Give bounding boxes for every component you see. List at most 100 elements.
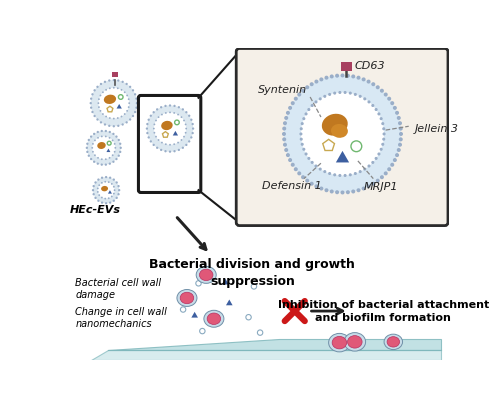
Circle shape xyxy=(93,178,119,204)
Circle shape xyxy=(92,137,116,160)
Circle shape xyxy=(147,106,193,152)
Circle shape xyxy=(354,94,357,97)
Circle shape xyxy=(196,281,201,286)
Circle shape xyxy=(372,83,376,87)
Circle shape xyxy=(399,138,403,142)
Circle shape xyxy=(363,168,366,171)
Circle shape xyxy=(304,113,308,116)
Circle shape xyxy=(100,95,102,97)
Circle shape xyxy=(146,124,148,126)
Circle shape xyxy=(112,200,115,202)
Circle shape xyxy=(102,92,104,94)
Circle shape xyxy=(335,75,339,79)
Circle shape xyxy=(87,132,120,165)
Circle shape xyxy=(368,165,370,168)
Circle shape xyxy=(98,103,100,105)
Circle shape xyxy=(192,124,194,126)
Circle shape xyxy=(88,155,90,158)
Circle shape xyxy=(117,126,119,128)
Circle shape xyxy=(282,138,286,142)
Circle shape xyxy=(380,118,382,121)
Circle shape xyxy=(374,109,378,112)
Circle shape xyxy=(108,163,111,165)
Ellipse shape xyxy=(161,122,172,131)
Circle shape xyxy=(90,136,92,139)
Circle shape xyxy=(118,194,120,196)
Polygon shape xyxy=(116,104,122,109)
Circle shape xyxy=(300,143,304,147)
Circle shape xyxy=(90,98,92,100)
Circle shape xyxy=(116,197,118,200)
Circle shape xyxy=(192,132,194,135)
Circle shape xyxy=(380,90,384,94)
Circle shape xyxy=(104,130,107,133)
Text: Inhibition of bacterial attachment
and biofilm formation: Inhibition of bacterial attachment and b… xyxy=(278,299,489,322)
Circle shape xyxy=(117,118,118,119)
Circle shape xyxy=(96,86,98,89)
Circle shape xyxy=(314,165,318,168)
Circle shape xyxy=(330,190,334,194)
Circle shape xyxy=(94,140,96,142)
Circle shape xyxy=(94,182,96,184)
Circle shape xyxy=(363,98,366,101)
Circle shape xyxy=(188,141,190,143)
FancyBboxPatch shape xyxy=(236,49,448,226)
Circle shape xyxy=(126,83,128,86)
Circle shape xyxy=(93,133,96,136)
Circle shape xyxy=(330,75,334,79)
Circle shape xyxy=(117,88,118,90)
Circle shape xyxy=(393,159,397,163)
Circle shape xyxy=(310,83,314,87)
Circle shape xyxy=(150,115,152,117)
Ellipse shape xyxy=(104,96,116,105)
Ellipse shape xyxy=(384,335,402,350)
Polygon shape xyxy=(90,350,441,360)
Circle shape xyxy=(98,195,100,196)
Circle shape xyxy=(310,105,314,108)
Circle shape xyxy=(164,105,166,108)
Circle shape xyxy=(119,143,122,145)
Circle shape xyxy=(108,158,110,159)
Circle shape xyxy=(387,168,391,172)
Polygon shape xyxy=(106,149,110,153)
Circle shape xyxy=(399,127,403,131)
Circle shape xyxy=(101,159,102,161)
Circle shape xyxy=(374,158,378,160)
Circle shape xyxy=(98,200,100,202)
Circle shape xyxy=(169,145,171,146)
Circle shape xyxy=(183,136,185,138)
Circle shape xyxy=(94,90,96,92)
Circle shape xyxy=(129,119,132,122)
Circle shape xyxy=(288,159,292,163)
Circle shape xyxy=(104,181,106,183)
Circle shape xyxy=(398,143,402,147)
Circle shape xyxy=(301,93,384,176)
Circle shape xyxy=(92,194,95,196)
Circle shape xyxy=(302,148,306,151)
Circle shape xyxy=(186,128,187,130)
Circle shape xyxy=(112,126,115,128)
Circle shape xyxy=(146,128,148,130)
Polygon shape xyxy=(323,140,334,151)
Circle shape xyxy=(190,119,192,122)
Circle shape xyxy=(134,111,136,114)
Circle shape xyxy=(105,177,108,179)
Circle shape xyxy=(105,90,107,92)
Circle shape xyxy=(362,187,366,191)
Text: CD63: CD63 xyxy=(354,60,384,70)
Circle shape xyxy=(152,145,155,147)
Circle shape xyxy=(132,115,134,118)
Circle shape xyxy=(105,202,108,205)
Circle shape xyxy=(284,149,288,153)
Circle shape xyxy=(100,83,102,86)
Circle shape xyxy=(358,171,362,174)
Circle shape xyxy=(318,98,322,101)
Circle shape xyxy=(96,132,99,134)
Circle shape xyxy=(395,111,399,115)
Circle shape xyxy=(190,137,192,139)
Circle shape xyxy=(380,176,384,180)
Circle shape xyxy=(156,147,158,149)
Circle shape xyxy=(86,147,88,149)
Ellipse shape xyxy=(180,292,194,304)
Circle shape xyxy=(387,98,391,101)
